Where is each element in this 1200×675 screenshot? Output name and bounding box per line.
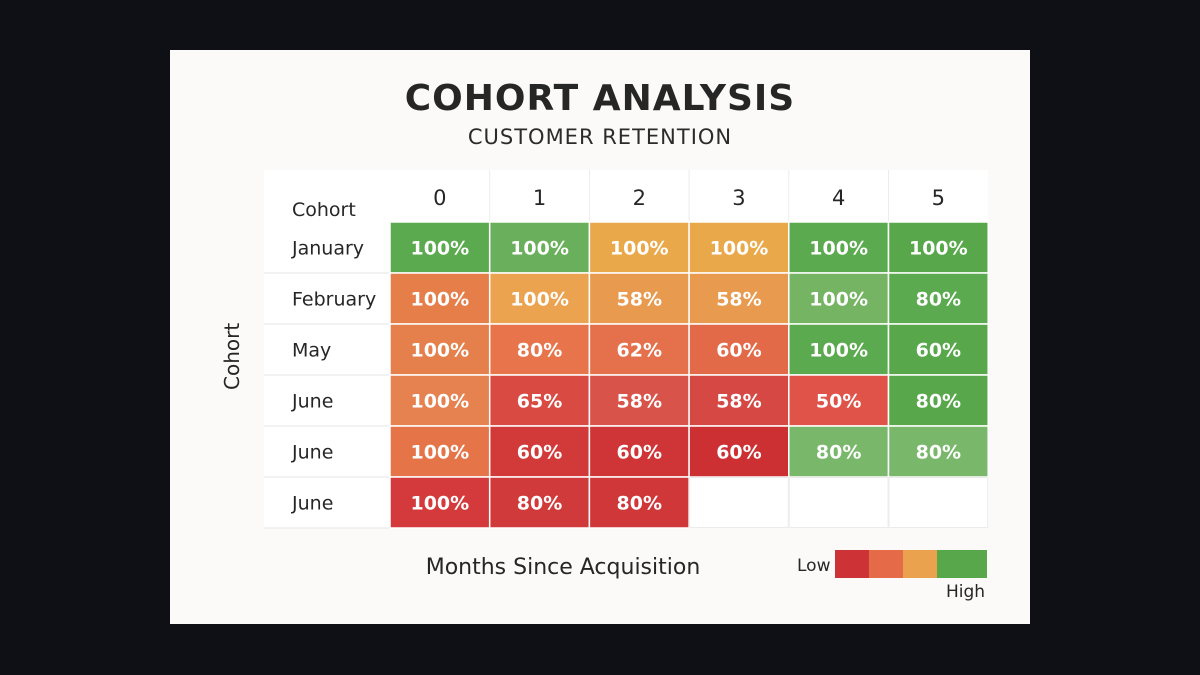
heatmap-cell bbox=[887, 272, 989, 325]
cell-value: 58% bbox=[716, 391, 761, 413]
heatmap-cell bbox=[788, 323, 890, 376]
heatmap-cell bbox=[688, 323, 790, 376]
cell-value: 100% bbox=[809, 289, 868, 311]
cell-value: 80% bbox=[916, 289, 961, 311]
heatmap-cell bbox=[488, 374, 591, 427]
cell-value: 50% bbox=[816, 391, 861, 413]
heatmap-cell bbox=[588, 272, 690, 325]
cell-value: 80% bbox=[916, 391, 961, 413]
row-label: June bbox=[291, 391, 333, 413]
cell-value: 60% bbox=[716, 442, 761, 464]
legend-low-label: Low bbox=[797, 556, 831, 576]
heatmap-cell bbox=[688, 425, 790, 478]
heatmap-cell bbox=[389, 476, 491, 529]
heatmap-cell bbox=[588, 323, 690, 376]
column-header-1: 1 bbox=[533, 186, 546, 210]
cell-value: 80% bbox=[916, 442, 961, 464]
heatmap-cell bbox=[488, 272, 591, 325]
heatmap-cell bbox=[389, 323, 491, 376]
heatmap-cell bbox=[688, 272, 790, 325]
legend-swatch-3 bbox=[903, 550, 937, 578]
cell-value: 100% bbox=[410, 493, 469, 515]
row-label: February bbox=[292, 289, 376, 311]
cell-value: 100% bbox=[410, 340, 469, 362]
cell-value: 58% bbox=[617, 289, 662, 311]
heatmap-cell bbox=[488, 323, 591, 376]
heatmap-cell bbox=[887, 425, 989, 478]
heatmap-cell bbox=[588, 425, 690, 478]
y-axis-label: Cohort bbox=[220, 322, 244, 390]
cell-value: 65% bbox=[517, 391, 562, 413]
heatmap-cell bbox=[588, 374, 690, 427]
cell-value: 60% bbox=[617, 442, 662, 464]
chart-subtitle: CUSTOMER RETENTION bbox=[467, 125, 733, 149]
cell-value: 100% bbox=[410, 442, 469, 464]
heatmap-cell bbox=[588, 476, 690, 529]
legend-high-label: High bbox=[946, 582, 986, 602]
cell-value: 60% bbox=[716, 340, 761, 362]
heatmap-cell bbox=[788, 221, 890, 274]
cell-value: 80% bbox=[517, 340, 562, 362]
cell-value: 100% bbox=[410, 238, 469, 260]
cell-value: 100% bbox=[809, 340, 868, 362]
row-label: May bbox=[292, 340, 331, 362]
cell-value: 60% bbox=[916, 340, 961, 362]
cell-value: 80% bbox=[617, 493, 662, 515]
empty-cell bbox=[788, 477, 889, 528]
cell-value: 100% bbox=[809, 238, 868, 260]
cell-value: 100% bbox=[410, 391, 469, 413]
x-axis-label: Months Since Acquisition bbox=[425, 555, 701, 580]
corner-label: Cohort bbox=[292, 199, 356, 221]
row-label: June bbox=[291, 493, 333, 515]
heatmap-cell bbox=[887, 323, 989, 376]
cell-value: 100% bbox=[610, 238, 669, 260]
column-header-5: 5 bbox=[932, 186, 945, 210]
cell-value: 58% bbox=[716, 289, 761, 311]
heatmap-cell bbox=[389, 272, 491, 325]
legend-swatch-1 bbox=[835, 550, 869, 578]
cell-value: 100% bbox=[410, 289, 469, 311]
cell-value: 60% bbox=[517, 442, 562, 464]
cell-value: 58% bbox=[617, 391, 662, 413]
legend-swatch-4 bbox=[937, 550, 987, 578]
legend-swatch-2 bbox=[869, 550, 903, 578]
row-label: June bbox=[291, 442, 333, 464]
cell-value: 100% bbox=[909, 238, 968, 260]
row-label: January bbox=[291, 238, 364, 260]
chart-title: COHORT ANALYSIS bbox=[404, 78, 796, 119]
heatmap-cell bbox=[688, 221, 790, 274]
column-header-3: 3 bbox=[732, 186, 745, 210]
empty-cell bbox=[888, 477, 989, 528]
cell-value: 80% bbox=[517, 493, 562, 515]
column-header-0: 0 bbox=[433, 186, 446, 210]
heatmap-cell bbox=[688, 374, 790, 427]
heatmap-cell bbox=[887, 374, 989, 427]
cell-value: 100% bbox=[510, 238, 569, 260]
column-header-2: 2 bbox=[633, 186, 646, 210]
cell-value: 80% bbox=[816, 442, 861, 464]
heatmap-cell bbox=[788, 272, 890, 325]
cell-value: 100% bbox=[710, 238, 769, 260]
heatmap-cell bbox=[887, 221, 989, 274]
empty-cell bbox=[689, 477, 789, 528]
cell-value: 62% bbox=[617, 340, 662, 362]
cell-value: 100% bbox=[510, 289, 569, 311]
column-header-4: 4 bbox=[832, 186, 845, 210]
